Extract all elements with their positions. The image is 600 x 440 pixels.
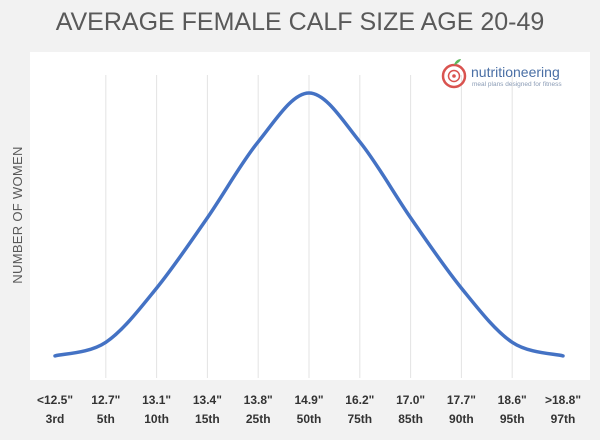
x-axis-ticks: <12.5" 3rd 12.7" 5th 13.1" 10th 13.4" 15th 13.8"… (37, 393, 581, 426)
y-axis-label: NUMBER OF WOMEN (10, 146, 25, 283)
y-axis-label-group: NUMBER OF WOMEN (10, 146, 25, 283)
x-tick-value: 14.9" (294, 393, 323, 407)
x-tick-percentile: 5th (97, 412, 115, 426)
x-tick-value: <12.5" (37, 393, 73, 407)
x-tick-value: 17.7" (447, 393, 476, 407)
logo-tagline: meal plans designed for fitness (472, 81, 562, 88)
x-tick-percentile: 97th (551, 412, 576, 426)
x-tick-percentile: 75th (347, 412, 372, 426)
series-line (53, 91, 565, 358)
x-tick-value: 13.4" (193, 393, 222, 407)
x-tick-value: 16.2" (345, 393, 374, 407)
x-tick-percentile: 95th (500, 412, 525, 426)
x-tick-value: 12.7" (91, 393, 120, 407)
x-tick-value: 18.6" (498, 393, 527, 407)
apple-icon (441, 59, 467, 89)
logo: nutritioneering meal plans designed for … (441, 59, 562, 89)
plot-area (30, 52, 590, 380)
x-tick-value: >18.8" (545, 393, 581, 407)
x-tick-percentile: 90th (449, 412, 474, 426)
x-tick-value: 13.8" (244, 393, 273, 407)
chart-title: AVERAGE FEMALE CALF SIZE AGE 20-49 (56, 8, 545, 36)
x-tick-value: 17.0" (396, 393, 425, 407)
x-tick-percentile: 3rd (46, 412, 65, 426)
x-tick-percentile: 85th (398, 412, 423, 426)
x-tick-percentile: 10th (144, 412, 169, 426)
logo-name: nutritioneering (471, 64, 560, 80)
x-tick-value: 13.1" (142, 393, 171, 407)
x-tick-percentile: 15th (195, 412, 220, 426)
gridlines (105, 75, 513, 378)
x-tick-percentile: 25th (246, 412, 271, 426)
x-tick-percentile: 50th (297, 412, 322, 426)
